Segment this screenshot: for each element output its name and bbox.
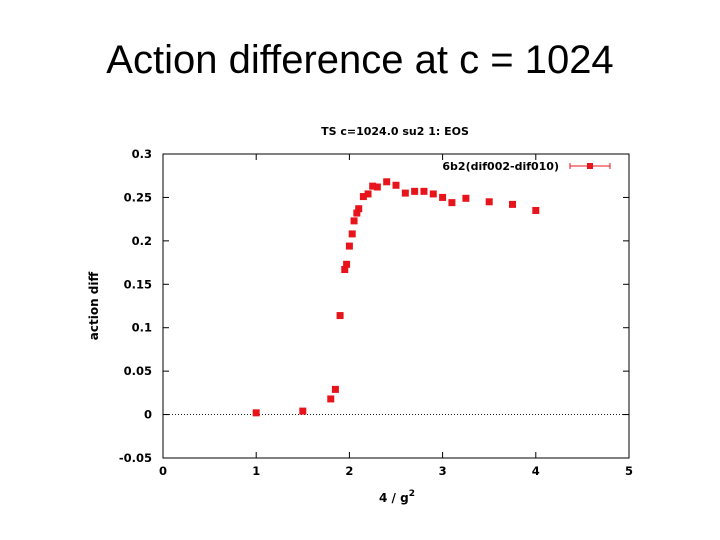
eos-scatter-chart: -0.05 0 0.05 0.1 0.15 0.2 0.25 0.3 0 1 2 3 4 5 TS c=1… xyxy=(87,125,633,505)
slide-title: Action difference at c = 1024 xyxy=(106,38,614,82)
x-tick-label: 5 xyxy=(625,464,633,478)
y-tick-label: 0.1 xyxy=(132,321,152,335)
data-point xyxy=(401,189,409,197)
data-point xyxy=(462,194,470,202)
data-point xyxy=(448,199,456,207)
data-point xyxy=(359,193,367,201)
data-point xyxy=(439,193,447,201)
data-point xyxy=(369,182,377,190)
y-tick-label: 0.15 xyxy=(124,277,152,291)
y-tick-label: 0.3 xyxy=(132,147,152,161)
data-point xyxy=(373,183,381,191)
x-tick-label: 3 xyxy=(439,464,447,478)
data-point xyxy=(509,200,516,208)
data-point xyxy=(348,230,356,238)
data-point xyxy=(350,217,358,225)
y-tick-label: 0.25 xyxy=(124,190,152,204)
plot-frame xyxy=(162,153,630,459)
x-tick-label: 1 xyxy=(252,464,260,478)
x-axis-label: 4 / g2 xyxy=(379,489,415,505)
y-tick-label: -0.05 xyxy=(119,451,152,465)
data-point xyxy=(429,190,437,198)
data-point xyxy=(252,409,260,417)
chart-title: TS c=1024.0 su2 1: EOS xyxy=(321,125,469,138)
data-point xyxy=(331,385,339,393)
x-tick-label: 0 xyxy=(159,464,167,478)
data-point xyxy=(411,187,419,195)
data-point xyxy=(420,187,428,195)
data-point xyxy=(355,205,363,213)
data-point xyxy=(345,242,353,250)
data-point xyxy=(327,395,335,403)
y-tick-label: 0.2 xyxy=(132,234,152,248)
data-point xyxy=(343,260,351,268)
data-point xyxy=(392,181,400,189)
x-tick-label: 4 xyxy=(532,464,540,478)
data-point xyxy=(364,190,372,198)
x-tick-label: 2 xyxy=(345,464,353,478)
x-axis-label-text: 4 / g xyxy=(379,491,409,505)
y-axis-label: action diff xyxy=(87,271,101,340)
y-tick-label: 0.05 xyxy=(124,364,152,378)
figure-panel: -0.05 0 0.05 0.1 0.15 0.2 0.25 0.3 0 1 2 3 4 5 TS c=1… xyxy=(82,110,644,515)
data-point xyxy=(383,178,391,186)
data-point xyxy=(341,266,349,274)
plot-frame-group xyxy=(162,153,630,459)
data-point xyxy=(336,312,344,320)
data-point xyxy=(299,407,307,415)
data-point xyxy=(353,209,361,217)
y-tick-label: 0 xyxy=(144,408,152,422)
legend-label: 6b2(dif002-dif010) xyxy=(442,160,559,173)
x-axis-label-sup: 2 xyxy=(409,489,415,499)
legend-marker xyxy=(587,163,593,169)
data-point xyxy=(532,206,540,214)
legend: 6b2(dif002-dif010) xyxy=(442,160,611,173)
data-point xyxy=(485,198,493,206)
